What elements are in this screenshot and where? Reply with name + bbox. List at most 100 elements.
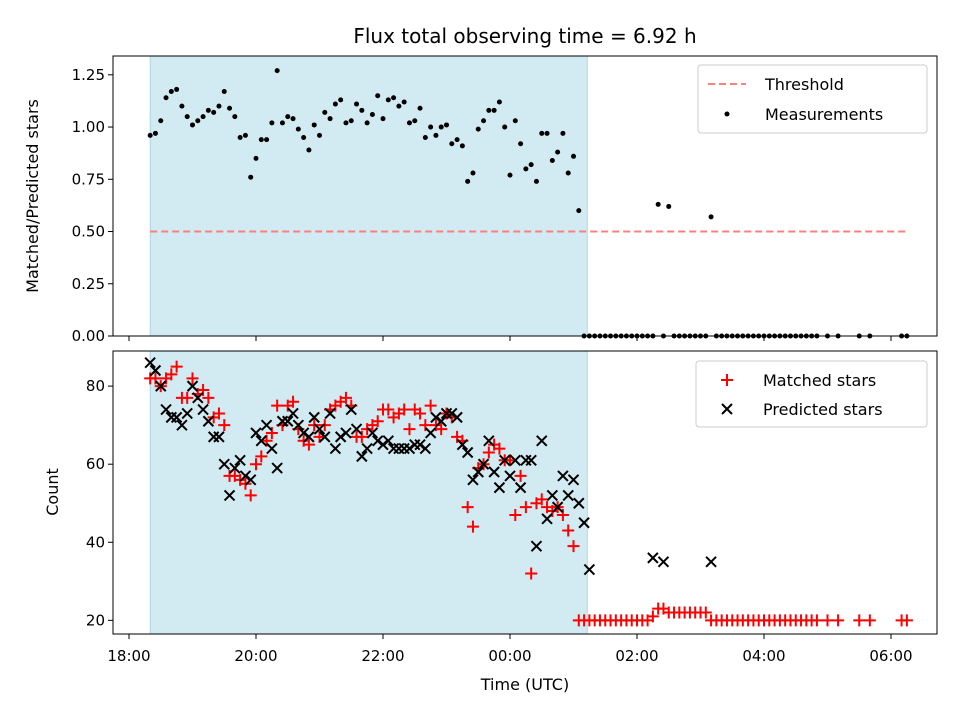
top-frame xyxy=(112,55,938,337)
matched-star-point xyxy=(567,540,580,553)
x-tick-label: 06:00 xyxy=(869,647,912,665)
predicted-star-point xyxy=(567,474,580,486)
measurement-point xyxy=(533,178,539,184)
measurement-point xyxy=(338,97,344,103)
measurement-point xyxy=(242,132,248,138)
chart-title: Flux total observing time = 6.92 h xyxy=(353,24,696,48)
measurement-point xyxy=(422,134,428,140)
y-tick-label: 60 xyxy=(86,455,105,473)
predicted-star-point xyxy=(551,501,564,513)
predicted-star-point xyxy=(282,415,294,427)
matched-star-point xyxy=(493,442,506,455)
measurement-point xyxy=(475,126,481,132)
predicted-star-point xyxy=(657,556,670,568)
matched-star-point xyxy=(699,606,712,619)
x-tick-label: 20:00 xyxy=(234,647,277,665)
matched-star-point xyxy=(255,450,268,463)
measurement-point xyxy=(274,68,280,74)
measurement-point xyxy=(433,132,439,138)
x-tick-label: 00:00 xyxy=(488,647,531,665)
matched-star-point xyxy=(371,415,384,428)
measurement-point xyxy=(168,89,174,95)
matched-star-point xyxy=(149,372,162,385)
measurement-point xyxy=(491,107,497,113)
measurement-point xyxy=(502,124,508,130)
x-tick-label: 02:00 xyxy=(615,647,658,665)
measurement-point xyxy=(459,143,465,149)
predicted-star-point xyxy=(229,462,241,474)
top-x-ticks xyxy=(128,336,892,341)
legend-predicted-swatch xyxy=(721,403,733,415)
measurement-point xyxy=(470,170,476,176)
measurement-point xyxy=(380,116,386,122)
measurement-point xyxy=(518,141,524,147)
bottom-y-ticks: 20 40 60 80 xyxy=(86,377,113,629)
predicted-star-point xyxy=(573,497,585,509)
x-axis-label: Time (UTC) xyxy=(480,675,569,694)
predicted-star-point xyxy=(557,470,569,482)
measurement-point xyxy=(401,99,407,105)
measurement-point xyxy=(391,95,397,101)
predicted-star-point xyxy=(192,392,204,404)
matched-star-point xyxy=(414,407,427,420)
y-tick-label: 0.50 xyxy=(72,223,105,241)
measurement-point xyxy=(147,132,153,138)
predicted-star-point xyxy=(435,415,447,427)
measurement-point xyxy=(311,122,317,128)
predicted-star-point xyxy=(366,427,379,439)
predicted-star-point xyxy=(477,458,490,470)
predicted-star-point xyxy=(255,435,267,447)
predicted-star-point xyxy=(493,481,506,494)
measurement-point xyxy=(195,118,201,124)
predicted-star-point xyxy=(361,442,373,455)
bottom-y-axis-label: Count xyxy=(43,468,62,516)
measurement-point xyxy=(211,109,217,115)
matched-star-point xyxy=(525,567,538,580)
predicted-star-point xyxy=(324,407,336,420)
predicted-star-point xyxy=(483,435,495,447)
measurement-point xyxy=(406,120,412,126)
predicted-star-point xyxy=(260,419,273,431)
measurement-point xyxy=(248,174,254,180)
predicted-star-point xyxy=(329,442,342,455)
matched-star-point xyxy=(265,426,278,439)
predicted-star-point xyxy=(541,513,553,525)
measurement-point xyxy=(332,101,338,107)
measurement-point xyxy=(438,124,444,130)
matched-star-point xyxy=(514,469,527,482)
predicted-star-point xyxy=(451,411,463,424)
measurement-point xyxy=(264,137,270,143)
measurement-point xyxy=(163,95,169,101)
matched-star-point xyxy=(556,508,569,521)
predicted-star-point xyxy=(647,552,659,564)
bottom-frame xyxy=(112,350,938,635)
top-panel: 0.00 0.25 0.50 0.75 1.00 1.25 Matched/Predict… xyxy=(23,55,938,345)
y-tick-label: 20 xyxy=(86,611,105,629)
measurement-point xyxy=(290,116,296,122)
measurement-point xyxy=(237,134,243,140)
measurement-point xyxy=(295,126,301,132)
predicted-star-point xyxy=(149,364,162,377)
legend-predicted-label: Predicted stars xyxy=(763,400,883,419)
measurement-point xyxy=(327,116,333,122)
predicted-star-point xyxy=(176,419,188,431)
predicted-star-point xyxy=(504,470,516,482)
bottom-legend: Matched stars Predicted stars xyxy=(695,360,928,428)
top-legend: Threshold Measurements xyxy=(697,64,928,134)
x-tick-label: 18:00 xyxy=(107,647,150,665)
predicted-star-point xyxy=(266,442,278,455)
predicted-star-point xyxy=(345,403,357,416)
predicted-star-point xyxy=(472,466,484,478)
measurement-point xyxy=(158,118,164,124)
bottom-shaded-interval xyxy=(149,350,588,635)
measurement-point xyxy=(322,109,328,115)
matched-star-point xyxy=(212,407,225,420)
measurement-point xyxy=(364,120,370,126)
measurement-point xyxy=(306,147,312,153)
measurement-point xyxy=(232,114,238,120)
predicted-star-point xyxy=(546,489,559,502)
predicted-star-point xyxy=(536,435,548,447)
predicted-star-point xyxy=(461,446,474,459)
predicted-star-point xyxy=(456,438,469,451)
predicted-star-point xyxy=(245,474,257,486)
